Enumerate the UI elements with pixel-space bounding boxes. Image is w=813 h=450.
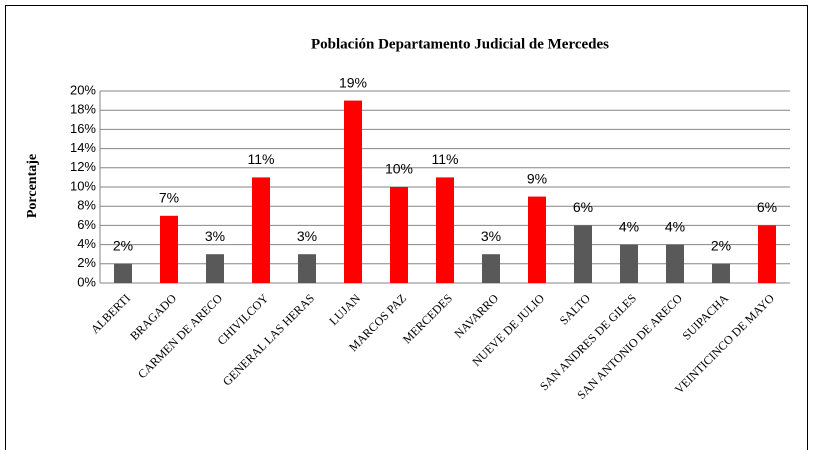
bar	[528, 196, 546, 283]
data-label: 10%	[385, 161, 413, 177]
x-tick-label: ALBERTI	[88, 291, 133, 336]
data-label: 6%	[573, 199, 593, 215]
bar	[206, 254, 224, 283]
bar	[712, 263, 730, 283]
y-tick-label: 10%	[70, 178, 96, 193]
bar	[482, 254, 500, 283]
data-label: 3%	[297, 228, 317, 244]
bar	[160, 215, 178, 283]
y-tick-label: 0%	[77, 274, 96, 289]
data-label: 2%	[113, 238, 133, 254]
bar	[574, 225, 592, 283]
x-tick-label: GENERAL LAS HERAS	[220, 291, 317, 388]
data-label: 3%	[205, 228, 225, 244]
x-tick-label: CARMEN DE ARECO	[135, 291, 225, 381]
data-label: 4%	[665, 218, 685, 234]
x-tick-label: MERCEDES	[400, 291, 455, 346]
y-tick-label: 16%	[70, 121, 96, 136]
bar	[390, 187, 408, 283]
y-axis-label: Porcentaje	[25, 154, 40, 218]
data-label: 11%	[248, 151, 275, 167]
y-tick-label: 4%	[77, 236, 96, 251]
bar	[252, 177, 270, 283]
bar	[666, 244, 684, 283]
y-tick-label: 18%	[70, 102, 96, 117]
data-label: 7%	[159, 190, 179, 206]
y-tick-label: 2%	[77, 255, 96, 270]
data-label: 4%	[619, 218, 639, 234]
bar	[758, 225, 776, 283]
bar	[298, 254, 316, 283]
y-tick-label: 20%	[70, 82, 96, 97]
bar	[436, 177, 454, 283]
data-label: 19%	[339, 74, 367, 90]
data-label: 3%	[481, 228, 501, 244]
data-label: 11%	[432, 151, 459, 167]
data-label: 6%	[757, 199, 777, 215]
y-tick-label: 6%	[77, 217, 96, 232]
chart-frame	[5, 5, 808, 450]
bar	[114, 263, 132, 283]
x-tick-label: SALTO	[557, 291, 594, 328]
y-tick-label: 14%	[70, 140, 96, 155]
data-label: 9%	[527, 170, 547, 186]
x-tick-label: LUJAN	[326, 291, 363, 328]
bar	[620, 244, 638, 283]
chart-title: Población Departamento Judicial de Merce…	[311, 36, 609, 52]
y-tick-label: 12%	[70, 159, 96, 174]
bar	[344, 100, 362, 283]
data-label: 2%	[711, 238, 731, 254]
y-tick-label: 8%	[77, 198, 96, 213]
